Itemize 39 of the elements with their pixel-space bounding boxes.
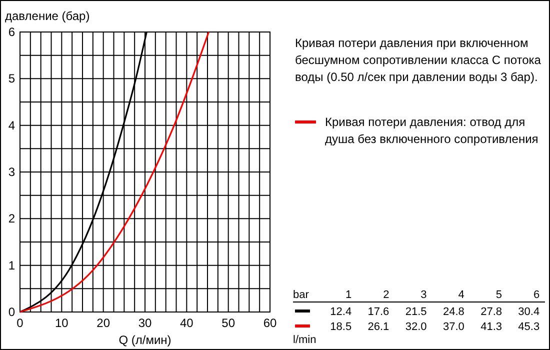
x-tick-label: 20	[96, 316, 110, 330]
y-axis-title: давление (бар)	[5, 9, 90, 23]
text: 26.1	[368, 321, 390, 333]
text: bar	[293, 289, 310, 301]
text: 17.6	[368, 306, 390, 318]
text: 6	[533, 289, 540, 301]
y-tick-label: 6	[8, 25, 16, 39]
y-tick-label: 3	[8, 165, 16, 179]
text: 3	[420, 289, 427, 301]
text: 30.4	[518, 306, 540, 318]
text: 37.0	[442, 321, 464, 333]
text: 41.3	[480, 321, 502, 333]
x-tick-label: 50	[222, 316, 236, 330]
text: 4	[458, 289, 464, 301]
text: 1	[345, 289, 352, 301]
text: Кривая потери давления при включенном бесшумном сопротивлении класса С потока воды (0.50 л/сек при давлении воды 3 бар).	[295, 36, 542, 84]
x-tick-label: 60	[263, 316, 277, 330]
text: 12.4	[330, 306, 352, 318]
text: 5	[496, 289, 502, 301]
x-tick-label: 10	[54, 316, 69, 330]
y-tick-label: 5	[8, 72, 16, 86]
line-series	[19, 31, 210, 313]
text: l/min	[293, 334, 316, 346]
text: 45.3	[518, 321, 540, 333]
text: 18.5	[330, 321, 352, 333]
y-tick-label: 4	[8, 118, 16, 132]
x-tick-label: 30	[138, 316, 152, 330]
y-tick-label: 1	[8, 258, 16, 272]
legend-label: Кривая потери давления: отвод для душа без включенного сопротивления	[325, 115, 538, 146]
x-axis-title: Q (л/мин)	[118, 333, 172, 347]
text: 32.0	[405, 321, 427, 333]
text: 2	[383, 289, 390, 301]
y-tick-label: 0	[8, 305, 16, 319]
text: 24.8	[442, 306, 464, 318]
text: 21.5	[405, 306, 427, 318]
x-tick-label: 0	[16, 316, 24, 330]
x-tick-label: 40	[180, 316, 194, 330]
y-tick-label: 2	[8, 212, 16, 226]
text: 27.8	[480, 306, 502, 318]
